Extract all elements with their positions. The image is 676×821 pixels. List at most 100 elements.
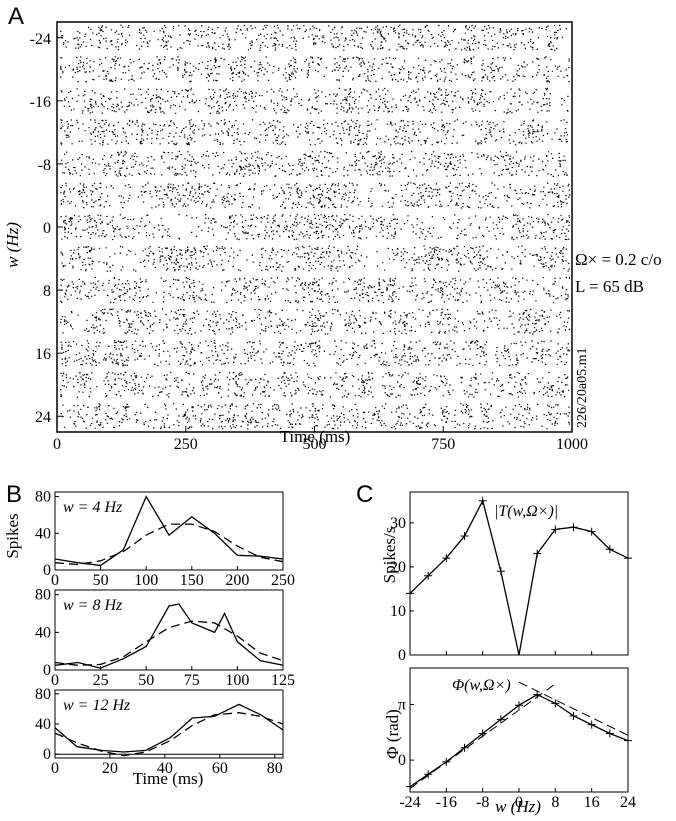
x-tick-label: 20 xyxy=(102,760,118,777)
transfer-phase-plot: -24 -16 -8 0 8 16 24 0 π Φ(w,Ω×) xyxy=(398,667,636,811)
raster-x-tick-label: 1000 xyxy=(556,436,588,453)
raster-y-tick-label: 0 xyxy=(43,220,51,237)
sound-level-annotation: L = 65 dB xyxy=(575,277,644,296)
x-tick-label: -16 xyxy=(436,794,457,811)
x-tick-label: 0 xyxy=(51,760,59,777)
raster-x-axis-label: Time (ms) xyxy=(280,427,351,446)
raster-y-axis-label: w (Hz) xyxy=(3,222,22,268)
phase-point xyxy=(624,736,632,745)
psth-w8: 0 25 50 75 100 125 0 40 80 w = 8 Hz xyxy=(35,587,295,689)
transfer-magnitude-plot: 0 10 20 30 |T(w,Ω×)| xyxy=(390,491,632,664)
raster-y-tick-label: -8 xyxy=(38,157,51,174)
x-tick-label: 150 xyxy=(180,572,204,589)
raster-y-tick-label: 8 xyxy=(43,283,51,300)
x-tick-label: 16 xyxy=(584,794,600,811)
raster-y-ticks: -24 -16 -8 0 8 16 24 xyxy=(30,31,63,426)
x-tick-label: 75 xyxy=(184,672,200,689)
psth-sinusoid-fit-line xyxy=(54,523,284,566)
psth-sinusoid-fit-line xyxy=(54,712,284,757)
phase-label: Φ(w,Ω×) xyxy=(452,677,511,694)
y-tick-label: 0 xyxy=(43,746,51,763)
phase-y-axis-label: Φ (rad) xyxy=(383,709,402,759)
psth-w4: 0 50 100 150 200 250 0 40 80 w = 4 Hz xyxy=(35,489,295,589)
y-tick-label: 0 xyxy=(43,562,51,579)
x-tick-label: 50 xyxy=(138,672,154,689)
phase-linear-fit-line xyxy=(409,683,556,789)
magnitude-point xyxy=(460,532,469,541)
y-tick-label: 40 xyxy=(35,716,51,733)
x-tick-label: 200 xyxy=(225,572,249,589)
magnitude-point xyxy=(624,554,632,563)
panel-b-letter: B xyxy=(6,481,22,508)
phase-point xyxy=(605,729,614,738)
y-tick-label: 30 xyxy=(390,515,406,532)
y-tick-label: 40 xyxy=(35,624,51,641)
phase-point xyxy=(424,770,433,779)
magnitude-point xyxy=(569,523,578,532)
raster-y-tick-label: 24 xyxy=(35,409,51,426)
panel-b-y-axis-label: Spikes xyxy=(3,513,22,558)
panel-c-letter: C xyxy=(356,481,373,508)
phase-linear-fit-line xyxy=(518,681,629,736)
x-tick-label: 8 xyxy=(551,794,559,811)
psth-sinusoid-fit-line xyxy=(54,620,284,666)
x-tick-label: 100 xyxy=(225,672,249,689)
raster-x-tick-label: 500 xyxy=(303,436,327,453)
psth-histogram-line xyxy=(54,703,284,753)
magnitude-point xyxy=(587,527,596,536)
plot-frame xyxy=(409,667,629,793)
phase-point xyxy=(515,701,523,710)
x-tick-label: 125 xyxy=(271,672,295,689)
y-tick-label: 0 xyxy=(43,662,51,679)
y-tick-label: π xyxy=(398,696,406,713)
magnitude-point xyxy=(442,554,451,563)
x-tick-label: 60 xyxy=(212,760,228,777)
phase-point xyxy=(496,715,505,724)
y-tick-label: 80 xyxy=(35,489,51,506)
raster-x-ticks: 0 250 500 750 1000 xyxy=(53,426,588,453)
spike-raster xyxy=(60,24,571,430)
raster-x-tick-label: 0 xyxy=(53,436,61,453)
x-tick-label: 40 xyxy=(157,760,173,777)
psth-w12: 0 20 40 60 80 0 40 80 w = 12 Hz xyxy=(35,686,284,777)
cell-id-label: 226/20a05.m1 xyxy=(575,348,590,429)
psth-label: w = 8 Hz xyxy=(63,597,123,614)
magnitude-label: |T(w,Ω×)| xyxy=(494,503,558,520)
panel-c-x-axis-label: w (Hz) xyxy=(495,797,541,816)
magnitude-point xyxy=(424,571,433,580)
y-tick-label: 10 xyxy=(390,603,406,620)
x-tick-label: -8 xyxy=(476,794,489,811)
panel-a-letter: A xyxy=(8,3,24,30)
phase-point xyxy=(587,720,596,729)
magnitude-point xyxy=(496,567,505,576)
y-tick-label: 20 xyxy=(390,559,406,576)
phase-point xyxy=(569,711,578,720)
x-tick-label: 100 xyxy=(134,572,158,589)
magnitude-y-axis-label: Spikes/s xyxy=(380,527,399,584)
x-tick-label: 80 xyxy=(267,760,283,777)
magnitude-point xyxy=(551,525,560,534)
x-tick-label: 24 xyxy=(620,794,636,811)
spike-dots xyxy=(60,24,571,430)
y-tick-label: 40 xyxy=(35,525,51,542)
y-tick-label: 0 xyxy=(398,647,406,664)
raster-y-tick-label: -24 xyxy=(30,31,51,48)
x-tick-label: 0 xyxy=(51,672,59,689)
magnitude-line xyxy=(409,498,629,656)
raster-y-tick-label: 16 xyxy=(35,346,51,363)
ripple-density-annotation: Ω× = 0.2 c/o xyxy=(575,250,662,269)
psth-histogram-line xyxy=(54,495,284,567)
raster-y-tick-label: -16 xyxy=(30,94,51,111)
x-tick-label: 0 xyxy=(515,794,523,811)
panel-b-x-axis-label: Time (ms) xyxy=(133,769,204,788)
y-tick-label: 80 xyxy=(35,686,51,703)
magnitude-point xyxy=(533,549,542,558)
magnitude-point xyxy=(605,545,614,554)
x-tick-label: -24 xyxy=(399,794,420,811)
phase-point xyxy=(551,699,560,708)
raster-x-tick-label: 750 xyxy=(431,436,455,453)
magnitude-point xyxy=(478,496,487,505)
raster-frame xyxy=(56,21,573,433)
x-tick-label: 25 xyxy=(93,672,109,689)
